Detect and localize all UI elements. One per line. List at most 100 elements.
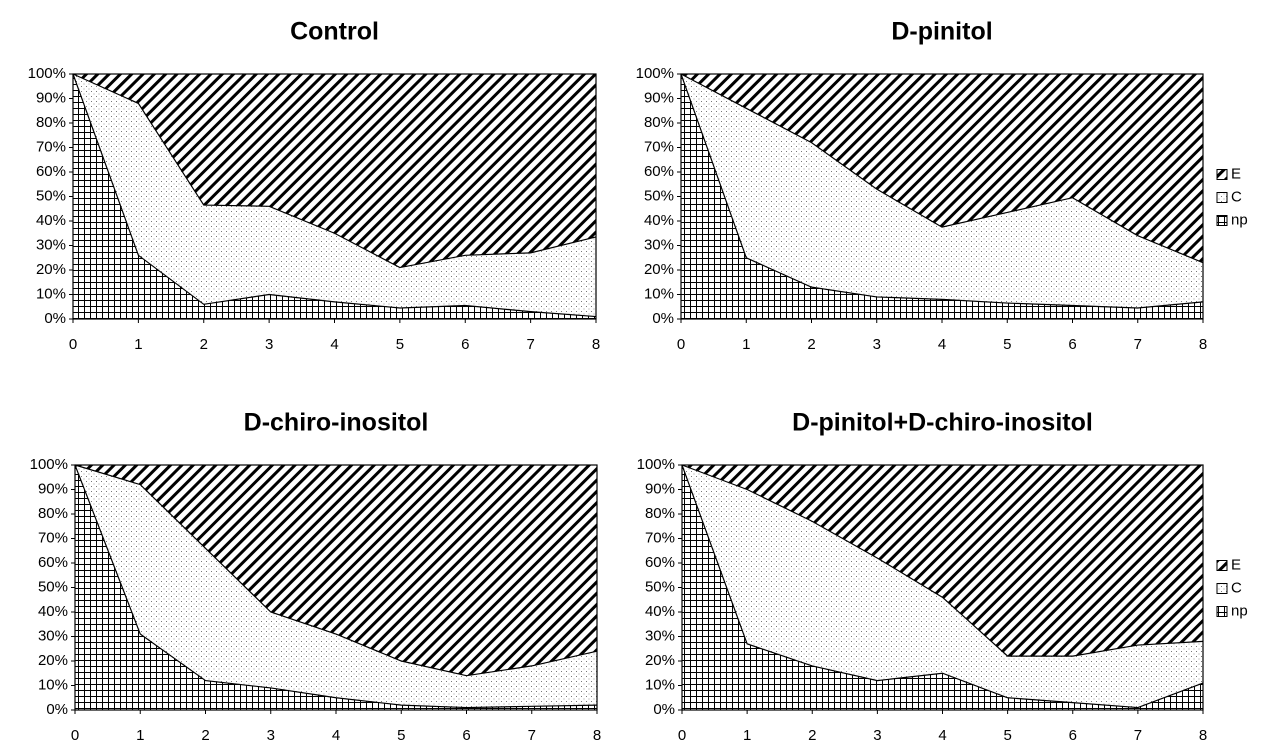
chart-title: D-pinitol (891, 18, 992, 46)
legend-swatch-E (1216, 169, 1228, 180)
y-tick-label: 90% (644, 89, 674, 106)
y-tick-label: 10% (644, 285, 674, 302)
y-tick-label: 80% (38, 505, 68, 522)
chart-panel-0: Control 0% 10% 20% 30% 40% 50% 60% 70% 80% 90% 100%… (28, 18, 601, 353)
y-tick-label: 60% (36, 163, 66, 180)
x-tick-label: 4 (938, 336, 946, 353)
chart-title: Control (290, 18, 379, 46)
y-tick-label: 100% (636, 65, 674, 82)
y-tick-label: 80% (645, 505, 675, 522)
y-tick-label: 70% (644, 138, 674, 155)
y-tick-label: 50% (644, 187, 674, 204)
x-tick-label: 0 (69, 336, 77, 353)
x-tick-label: 5 (1003, 727, 1011, 744)
y-tick-label: 90% (645, 480, 675, 497)
y-tick-label: 0% (653, 701, 675, 718)
area-np (75, 465, 597, 710)
y-tick-label: 70% (36, 138, 66, 155)
chart-title: D-pinitol+D-chiro-inositol (792, 409, 1093, 437)
y-tick-label: 0% (652, 310, 674, 327)
x-tick-label: 8 (1199, 727, 1207, 744)
x-tick-label: 3 (873, 727, 881, 744)
y-tick-label: 90% (38, 480, 68, 497)
y-tick-label: 20% (36, 261, 66, 278)
x-tick-label: 6 (462, 727, 470, 744)
x-tick-label: 8 (1199, 336, 1207, 353)
y-tick-label: 20% (644, 261, 674, 278)
y-tick-label: 60% (38, 554, 68, 571)
y-tick-label: 20% (38, 652, 68, 669)
y-tick-label: 80% (644, 114, 674, 131)
y-tick-label: 40% (38, 603, 68, 620)
chart-panel-2: D-chiro-inositol 0% 10% 20% 30% 40% 50% 60% 70% 8… (30, 409, 602, 744)
y-tick-label: 10% (38, 676, 68, 693)
y-tick-label: 20% (645, 652, 675, 669)
x-tick-label: 0 (71, 727, 79, 744)
y-tick-label: 10% (36, 285, 66, 302)
y-tick-label: 30% (644, 236, 674, 253)
chart-panel-1: D-pinitol0%10%20%30%40%50%60%70%80%90%10… (636, 18, 1248, 353)
x-tick-label: 0 (677, 336, 685, 353)
y-tick-label: 0% (44, 310, 66, 327)
line-np (74, 464, 598, 709)
y-tick-label: 40% (644, 212, 674, 229)
chart-panel-3: D-pinitol+D-chiro-inositol 0% 10% 20% 30% 40%… (637, 409, 1248, 744)
legend-label-np: np (1231, 211, 1248, 228)
x-tick-label: 0 (678, 727, 686, 744)
y-tick-label: 80% (36, 114, 66, 131)
area-np (681, 74, 1203, 319)
x-tick-label: 1 (743, 727, 751, 744)
y-tick-label: 10% (645, 676, 675, 693)
x-tick-label: 6 (1069, 727, 1077, 744)
x-tick-label: 8 (592, 336, 600, 353)
y-tick-label: 100% (30, 456, 68, 473)
y-tick-label: 40% (36, 212, 66, 229)
y-tick-label: 100% (637, 456, 675, 473)
x-tick-label: 2 (808, 727, 816, 744)
legend-swatch-C (1216, 192, 1228, 203)
legend-label-C: C (1231, 188, 1242, 205)
x-tick-label: 4 (938, 727, 946, 744)
x-tick-label: 3 (267, 727, 275, 744)
x-tick-label: 6 (461, 336, 469, 353)
x-tick-label: 2 (807, 336, 815, 353)
y-tick-label: 50% (38, 578, 68, 595)
x-tick-label: 5 (397, 727, 405, 744)
area-np (73, 74, 596, 319)
y-tick-label: 0% (46, 701, 68, 718)
x-tick-label: 3 (265, 336, 273, 353)
x-tick-label: 5 (1003, 336, 1011, 353)
y-tick-label: 90% (36, 89, 66, 106)
legend-swatch-C (1216, 583, 1228, 594)
line-np (72, 73, 597, 318)
y-tick-label: 70% (645, 529, 675, 546)
area-C (75, 465, 597, 708)
y-tick-label: 30% (36, 236, 66, 253)
x-tick-label: 7 (1134, 727, 1142, 744)
x-tick-label: 7 (526, 336, 534, 353)
line-C (74, 464, 598, 677)
y-tick-label: 60% (645, 554, 675, 571)
legend-label-E: E (1231, 165, 1241, 182)
x-tick-label: 4 (330, 336, 338, 353)
x-tick-label: 1 (136, 727, 144, 744)
x-tick-label: 8 (593, 727, 601, 744)
area-E (681, 74, 1203, 263)
line-np (681, 464, 1204, 709)
x-tick-label: 3 (873, 336, 881, 353)
area-C (681, 74, 1203, 308)
line-C (680, 73, 1204, 264)
y-tick-label: 50% (645, 578, 675, 595)
area-C (73, 74, 596, 317)
legend-swatch-E (1216, 560, 1228, 571)
y-tick-label: 30% (38, 627, 68, 644)
area-np (682, 465, 1203, 710)
area-C (682, 465, 1203, 708)
legend-label-np: np (1231, 602, 1248, 619)
line-C (681, 464, 1204, 657)
y-tick-label: 70% (38, 529, 68, 546)
line-np (680, 73, 1204, 309)
area-E (73, 74, 596, 268)
x-tick-label: 7 (1134, 336, 1142, 353)
